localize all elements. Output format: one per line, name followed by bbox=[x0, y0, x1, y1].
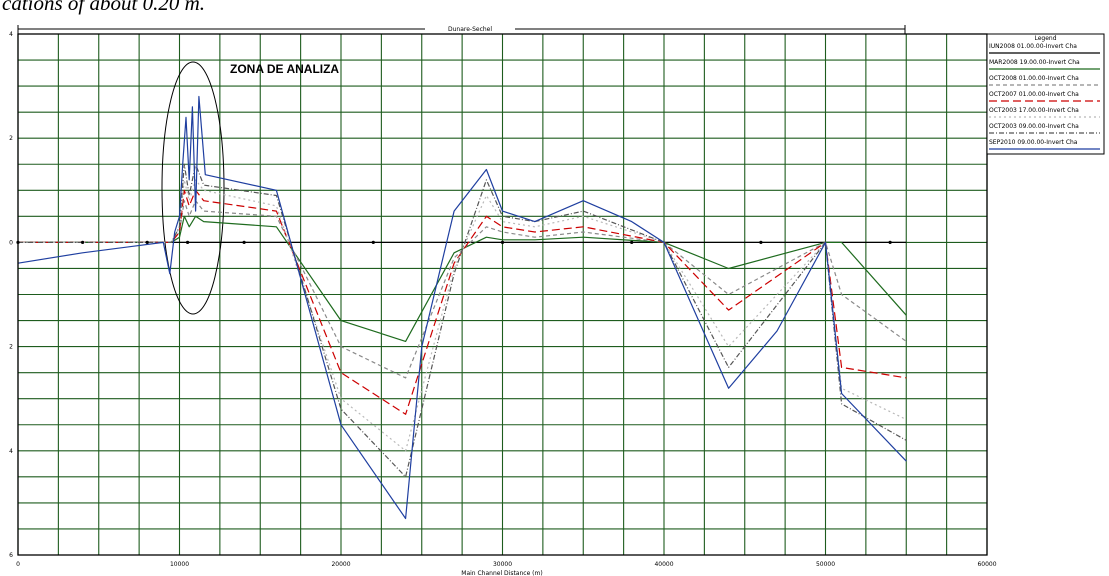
series-marker bbox=[888, 240, 892, 244]
series-marker bbox=[242, 240, 246, 244]
title-background bbox=[425, 25, 515, 33]
series-marker bbox=[81, 240, 85, 244]
series-marker bbox=[145, 240, 149, 244]
page-header-fragment: cations of about 0.20 m. bbox=[2, 0, 205, 15]
legend-entry-label: IUN2008 01.00.00-Invert Cha bbox=[989, 43, 1077, 50]
x-tick-label: 20000 bbox=[331, 561, 350, 568]
series-line bbox=[18, 189, 907, 415]
legend-entry-label: OCT2003 09.00.00-Invert Cha bbox=[989, 123, 1079, 130]
series-marker bbox=[185, 240, 190, 244]
y-tick-label: 4 bbox=[9, 31, 13, 38]
x-axis-label: Main Channel Distance (m) bbox=[461, 570, 542, 576]
legend-entry-label: OCT2008 01.00.00-Invert Cha bbox=[989, 75, 1079, 82]
y-tick-label: 0 bbox=[9, 239, 13, 246]
legend-entry-label: OCT2003 17.00.00-Invert Cha bbox=[989, 107, 1079, 114]
x-tick-label: 30000 bbox=[493, 561, 512, 568]
x-tick-label: 10000 bbox=[170, 561, 189, 568]
x-tick-label: 0 bbox=[16, 561, 20, 568]
x-tick-label: 40000 bbox=[654, 561, 673, 568]
series-line bbox=[17, 95, 907, 520]
legend-entry-label: MAR2008 19.00.00-Invert Cha bbox=[989, 59, 1080, 66]
y-tick-label: 4 bbox=[9, 448, 13, 455]
legend-box bbox=[986, 33, 1105, 155]
plot-border bbox=[17, 33, 988, 556]
zone-annotation: ZONA DE ANALIZA bbox=[230, 62, 339, 76]
series-marker bbox=[371, 240, 375, 244]
x-tick-label: 50000 bbox=[816, 561, 835, 568]
analysis-zone: ZONA DE ANALIZA bbox=[161, 61, 339, 315]
y-tick-label: 6 bbox=[9, 552, 13, 559]
series-marker bbox=[630, 240, 634, 244]
x-tick-label: 60000 bbox=[977, 561, 996, 568]
series-line bbox=[18, 163, 907, 478]
series-line bbox=[18, 179, 907, 452]
y-tick-label: 2 bbox=[9, 344, 13, 351]
chart-title-group: Dunare-Sechel bbox=[17, 25, 906, 34]
y-tick-label: 2 bbox=[9, 135, 13, 142]
series-marker bbox=[500, 240, 505, 244]
legend-entry-label: SEP2010 09.00.00-Invert Cha bbox=[989, 139, 1078, 146]
analysis-zone-ellipse bbox=[161, 61, 225, 315]
legend-entry-label: OCT2007 01.00.00-Invert Cha bbox=[989, 91, 1079, 98]
series-line bbox=[18, 215, 907, 342]
series-layer bbox=[16, 95, 907, 520]
legend-title: Legend bbox=[1034, 35, 1056, 42]
plot-frame: 0 10000 20000 30000 40000 50000 60000 4 2 0 2 4 6 Mai… bbox=[9, 31, 997, 576]
chart-title: Dunare-Sechel bbox=[448, 26, 492, 33]
series-marker bbox=[759, 240, 763, 244]
